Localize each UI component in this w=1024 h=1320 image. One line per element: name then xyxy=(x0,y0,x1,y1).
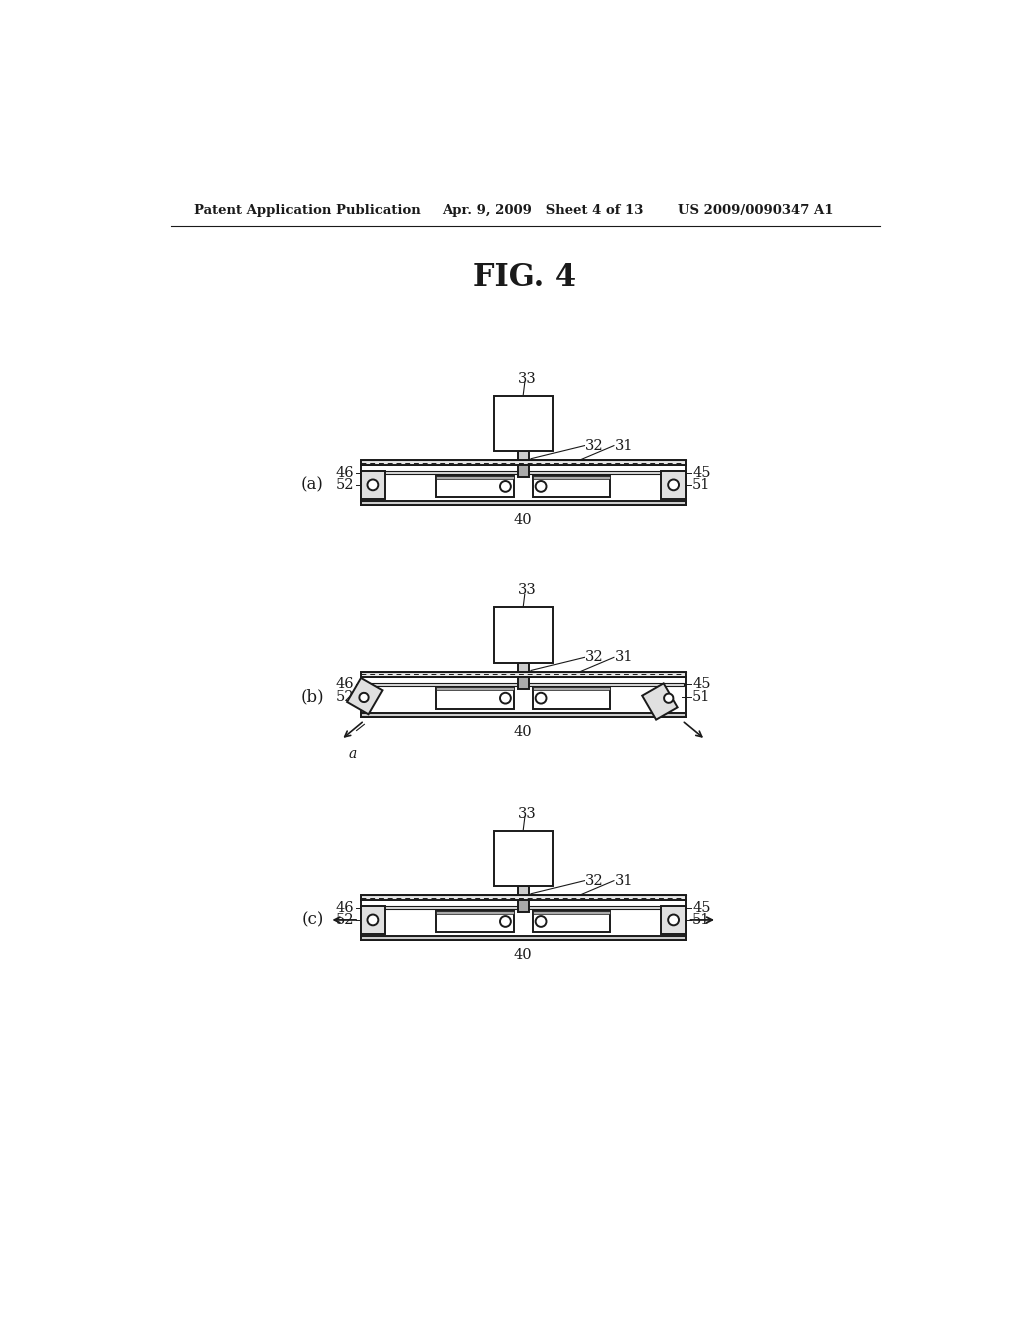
Circle shape xyxy=(536,480,547,492)
Bar xyxy=(360,461,686,465)
Text: 52: 52 xyxy=(336,689,354,704)
Bar xyxy=(360,465,686,506)
Bar xyxy=(494,396,553,451)
Bar xyxy=(436,475,514,479)
Bar xyxy=(518,886,528,895)
Bar xyxy=(360,936,686,940)
Circle shape xyxy=(500,916,511,927)
Bar xyxy=(518,465,528,478)
Bar xyxy=(436,911,514,913)
Circle shape xyxy=(536,693,547,704)
Bar xyxy=(532,688,610,690)
Bar xyxy=(532,475,610,498)
Text: 40: 40 xyxy=(514,513,532,527)
Text: 51: 51 xyxy=(692,689,711,704)
Text: 32: 32 xyxy=(586,438,604,453)
Circle shape xyxy=(669,479,679,490)
Text: FIG. 4: FIG. 4 xyxy=(473,263,577,293)
Circle shape xyxy=(500,480,511,492)
Bar xyxy=(360,895,686,900)
Bar xyxy=(518,451,528,461)
Bar xyxy=(494,830,553,886)
Text: (a): (a) xyxy=(301,477,324,494)
Text: 33: 33 xyxy=(518,583,537,598)
Bar xyxy=(436,688,514,690)
Bar xyxy=(362,471,684,474)
Text: Apr. 9, 2009   Sheet 4 of 13: Apr. 9, 2009 Sheet 4 of 13 xyxy=(442,205,643,218)
Text: 32: 32 xyxy=(586,651,604,664)
Text: 46: 46 xyxy=(336,677,354,692)
Bar xyxy=(518,663,528,672)
Bar xyxy=(360,502,686,506)
Text: (c): (c) xyxy=(301,911,324,928)
Circle shape xyxy=(500,693,511,704)
Text: a: a xyxy=(348,747,357,760)
Text: US 2009/0090347 A1: US 2009/0090347 A1 xyxy=(678,205,834,218)
Bar xyxy=(662,471,686,499)
Bar xyxy=(518,677,528,689)
Bar xyxy=(494,607,553,663)
Bar xyxy=(360,677,686,717)
Text: 31: 31 xyxy=(614,651,633,664)
Circle shape xyxy=(669,915,679,925)
Text: 31: 31 xyxy=(614,438,633,453)
Bar xyxy=(532,688,610,709)
Bar xyxy=(436,911,514,932)
Circle shape xyxy=(359,693,369,702)
Text: 40: 40 xyxy=(514,948,532,962)
Text: 46: 46 xyxy=(336,466,354,479)
Bar xyxy=(532,475,610,479)
Text: 33: 33 xyxy=(518,807,537,821)
Bar xyxy=(360,471,385,499)
Bar xyxy=(436,688,514,709)
Bar xyxy=(532,911,610,932)
Text: 51: 51 xyxy=(692,478,711,492)
Bar xyxy=(532,911,610,913)
Bar xyxy=(436,475,514,498)
Text: 45: 45 xyxy=(692,900,711,915)
Bar xyxy=(360,713,686,717)
Text: 52: 52 xyxy=(336,478,354,492)
Bar xyxy=(360,672,686,677)
Bar xyxy=(347,678,383,714)
Bar xyxy=(362,906,684,909)
Circle shape xyxy=(368,915,378,925)
Bar xyxy=(642,684,678,719)
Circle shape xyxy=(536,916,547,927)
Bar xyxy=(360,906,385,933)
Text: 31: 31 xyxy=(614,874,633,887)
Text: 32: 32 xyxy=(586,874,604,887)
Text: 45: 45 xyxy=(692,677,711,692)
Bar xyxy=(662,906,686,933)
Circle shape xyxy=(665,693,674,702)
Circle shape xyxy=(368,479,378,490)
Text: Patent Application Publication: Patent Application Publication xyxy=(194,205,421,218)
Text: 51: 51 xyxy=(692,913,711,927)
Bar xyxy=(518,900,528,912)
Text: 33: 33 xyxy=(518,372,537,385)
Text: (b): (b) xyxy=(301,688,325,705)
Text: 40: 40 xyxy=(514,725,532,739)
Text: 46: 46 xyxy=(336,900,354,915)
Text: 52: 52 xyxy=(336,913,354,927)
Bar xyxy=(362,682,684,686)
Bar xyxy=(360,900,686,940)
Text: 45: 45 xyxy=(692,466,711,479)
